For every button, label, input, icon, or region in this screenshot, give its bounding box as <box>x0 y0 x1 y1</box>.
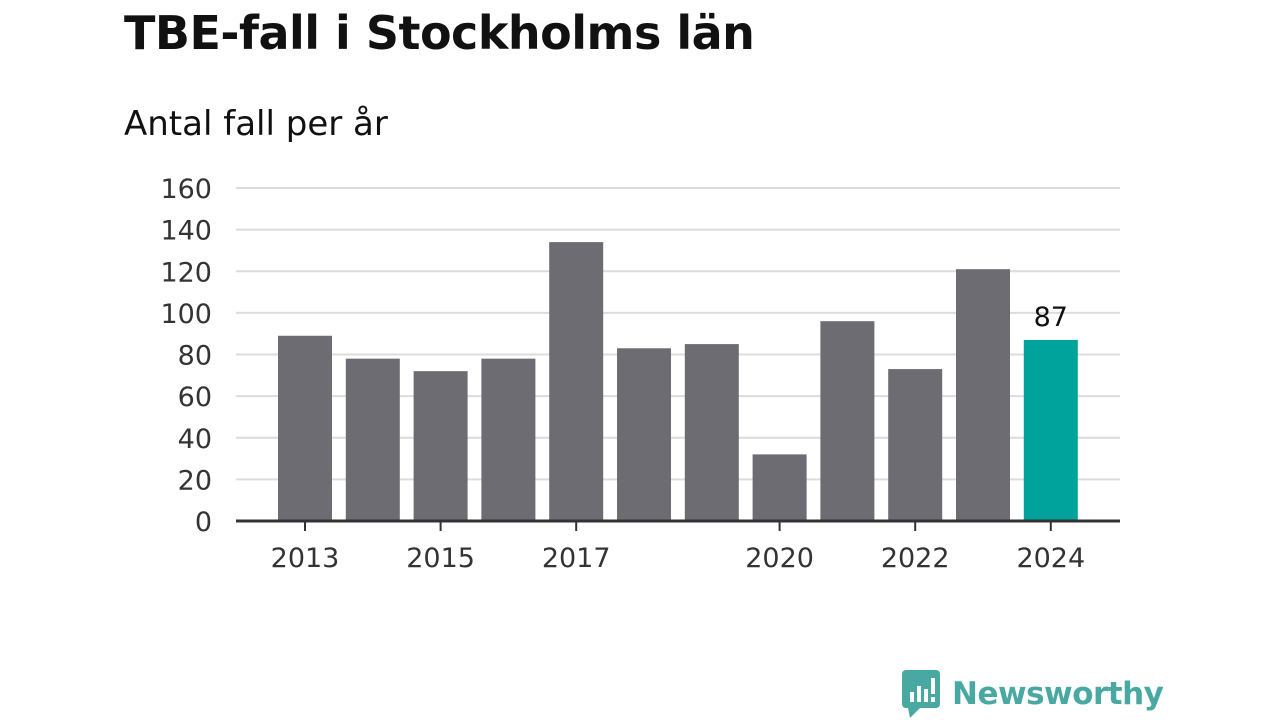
bar-2022 <box>888 369 943 521</box>
y-axis-ticks: 0 20 40 60 80 100 120 140 160 <box>160 174 212 538</box>
y-tick-label: 20 <box>178 465 212 496</box>
y-tick-label: 40 <box>178 424 212 455</box>
brand-logo: Newsworthy <box>902 670 1164 718</box>
data-labels: 87 <box>1034 302 1068 333</box>
x-tick-label: 2017 <box>542 543 611 574</box>
y-tick-label: 120 <box>160 257 212 288</box>
x-axis-ticks: 2013 2015 2017 2020 2022 2024 <box>271 521 1085 574</box>
x-tick-label: 2020 <box>745 543 814 574</box>
bar-2020 <box>752 454 807 521</box>
y-tick-label: 80 <box>178 341 212 372</box>
bar-2014 <box>345 358 400 521</box>
bar-2015 <box>413 371 468 521</box>
bar-2018 <box>617 348 671 521</box>
x-tick-label: 2022 <box>881 543 950 574</box>
y-tick-label: 160 <box>160 174 212 205</box>
bar-2021 <box>820 321 875 521</box>
y-tick-label: 60 <box>178 382 212 413</box>
chart-title: TBE-fall i Stockholms län <box>124 6 755 60</box>
bar-2019 <box>684 344 739 521</box>
y-tick-label: 140 <box>160 216 212 247</box>
y-tick-label: 0 <box>195 507 212 538</box>
bar-2013 <box>278 335 332 521</box>
newsworthy-icon <box>902 670 940 718</box>
x-tick-label: 2015 <box>406 543 475 574</box>
bar-2024 <box>1023 339 1078 521</box>
x-tick-label: 2013 <box>271 543 340 574</box>
data-label-2024: 87 <box>1034 302 1068 333</box>
chart-subtitle: Antal fall per år <box>124 104 388 144</box>
x-tick-label: 2024 <box>1016 543 1085 574</box>
bar-2023 <box>956 269 1010 521</box>
y-tick-label: 100 <box>160 299 212 330</box>
bars <box>278 242 1078 522</box>
bar-2016 <box>481 358 536 521</box>
brand-name: Newsworthy <box>952 676 1164 712</box>
bar-2017 <box>549 242 604 522</box>
